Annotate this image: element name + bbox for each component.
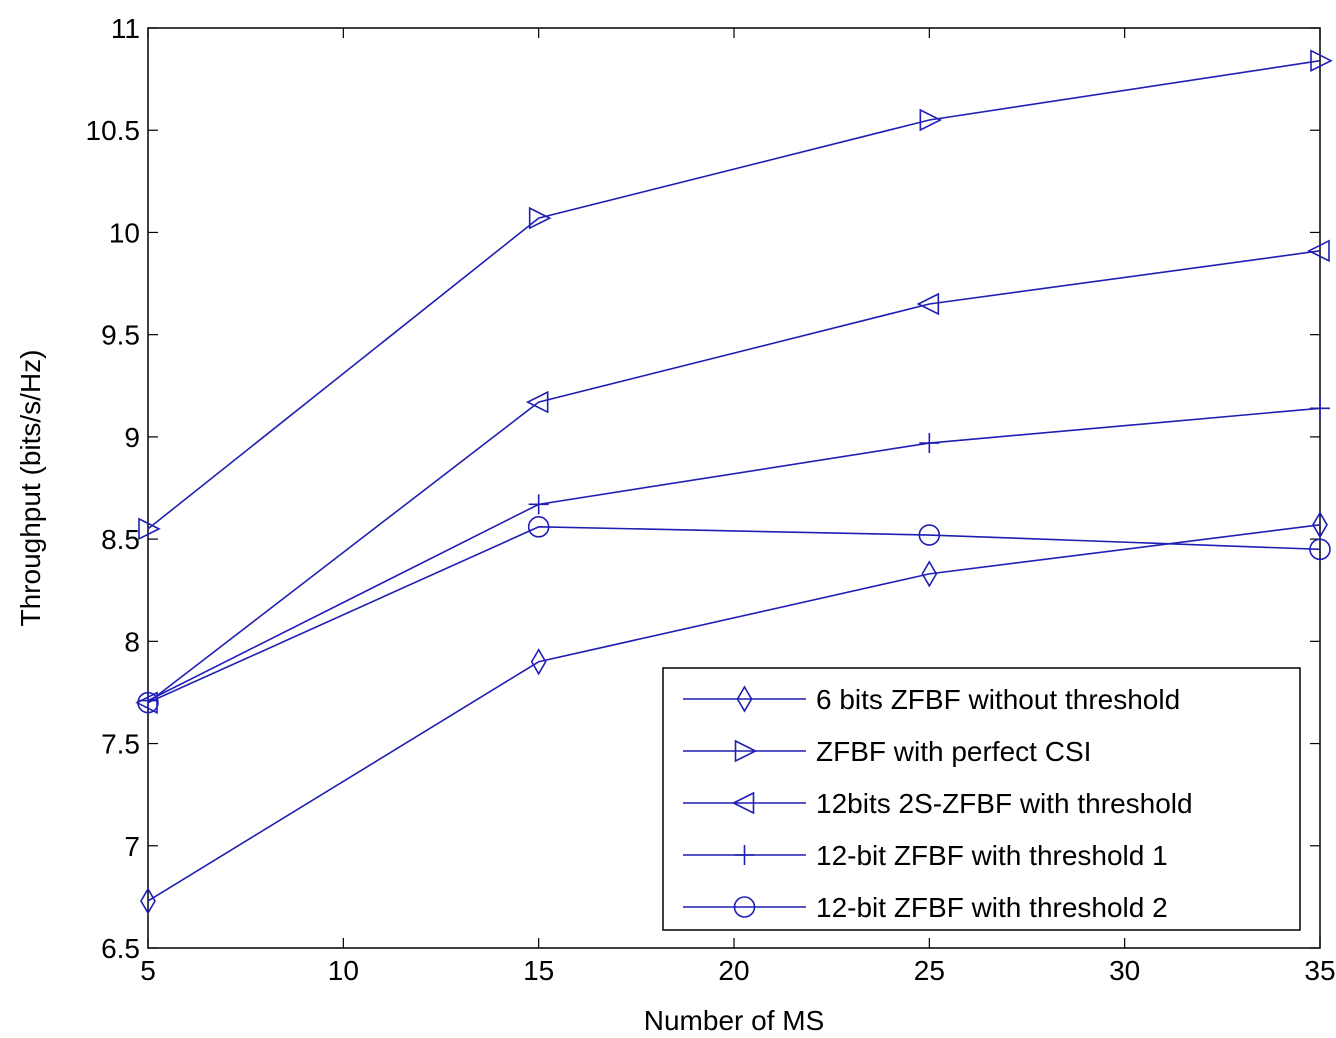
legend-marker bbox=[731, 791, 755, 815]
legend-box bbox=[662, 667, 1301, 931]
series-line bbox=[147, 526, 1321, 704]
series-1 bbox=[138, 49, 1333, 541]
data-point bbox=[528, 206, 552, 230]
legend-label: 6 bits ZFBF without threshold bbox=[816, 684, 1180, 715]
y-tick-label: 9 bbox=[124, 422, 140, 453]
y-tick-label: 10.5 bbox=[86, 115, 141, 146]
x-axis-label: Number of MS bbox=[644, 1005, 825, 1036]
legend-item: 12-bit ZFBF with threshold 1 bbox=[683, 840, 1168, 871]
y-tick-label: 8 bbox=[124, 626, 140, 657]
y-tick-label: 11 bbox=[111, 13, 140, 44]
x-tick-label: 15 bbox=[523, 955, 554, 986]
data-point bbox=[528, 494, 549, 515]
data-point bbox=[527, 516, 550, 538]
legend-label: ZFBF with perfect CSI bbox=[816, 736, 1091, 767]
series-3 bbox=[138, 398, 1330, 711]
data-point bbox=[530, 648, 547, 676]
y-tick-label: 7.5 bbox=[101, 729, 140, 760]
y-axis-label: Throughput (bits/s/Hz) bbox=[15, 350, 46, 627]
legend-marker bbox=[734, 845, 755, 865]
data-point bbox=[138, 517, 161, 541]
y-tick-label: 10 bbox=[109, 217, 140, 248]
data-point bbox=[919, 433, 940, 454]
legend-label: 12bits 2S-ZFBF with threshold bbox=[816, 788, 1193, 819]
series-2 bbox=[135, 239, 1330, 714]
series-group bbox=[135, 49, 1333, 915]
series-line bbox=[147, 59, 1321, 530]
x-tick-label: 25 bbox=[914, 955, 945, 986]
data-point bbox=[138, 690, 158, 711]
data-point bbox=[916, 292, 940, 316]
data-point bbox=[525, 390, 549, 414]
legend-item: ZFBF with perfect CSI bbox=[683, 736, 1091, 767]
x-tick-label: 35 bbox=[1304, 955, 1335, 986]
legend-label: 12-bit ZFBF with threshold 2 bbox=[816, 892, 1168, 923]
y-tick-label: 6.5 bbox=[101, 933, 140, 964]
y-tick-label: 8.5 bbox=[101, 524, 140, 555]
series-4 bbox=[137, 516, 1331, 714]
data-point bbox=[1307, 239, 1330, 263]
data-point bbox=[1310, 398, 1330, 419]
series-line bbox=[147, 407, 1321, 702]
legend-item: 6 bits ZFBF without threshold bbox=[683, 684, 1180, 715]
x-tick-label: 5 bbox=[140, 955, 156, 986]
x-tick-label: 10 bbox=[328, 955, 359, 986]
data-point bbox=[135, 691, 158, 714]
data-point bbox=[1310, 49, 1333, 73]
legend-label: 12-bit ZFBF with threshold 1 bbox=[816, 840, 1168, 871]
legend-item: 12bits 2S-ZFBF with threshold bbox=[683, 788, 1193, 819]
series-0 bbox=[140, 511, 1328, 915]
y-tick-label: 9.5 bbox=[101, 320, 140, 351]
x-tick-label: 20 bbox=[718, 955, 749, 986]
data-point bbox=[919, 108, 943, 132]
data-point bbox=[1309, 538, 1331, 561]
legend-marker bbox=[734, 739, 758, 763]
legend: 6 bits ZFBF without threshold ZFBF with p… bbox=[662, 667, 1301, 931]
axis-ticks: 5 10 15 20 25 30 35 6.5 7 7.5 8 8.5 9 9.5 10 10.5 11 bbox=[86, 13, 1336, 986]
series-line bbox=[147, 524, 1321, 902]
data-point bbox=[140, 887, 156, 915]
legend-item: 12-bit ZFBF with threshold 2 bbox=[683, 892, 1168, 923]
data-point bbox=[921, 560, 938, 588]
y-tick-label: 7 bbox=[124, 831, 140, 862]
x-tick-label: 30 bbox=[1109, 955, 1140, 986]
legend-marker bbox=[733, 896, 756, 918]
legend-marker bbox=[736, 685, 753, 713]
data-point bbox=[918, 524, 941, 546]
data-point bbox=[137, 691, 159, 714]
series-line bbox=[147, 250, 1321, 704]
data-point bbox=[1312, 511, 1328, 539]
